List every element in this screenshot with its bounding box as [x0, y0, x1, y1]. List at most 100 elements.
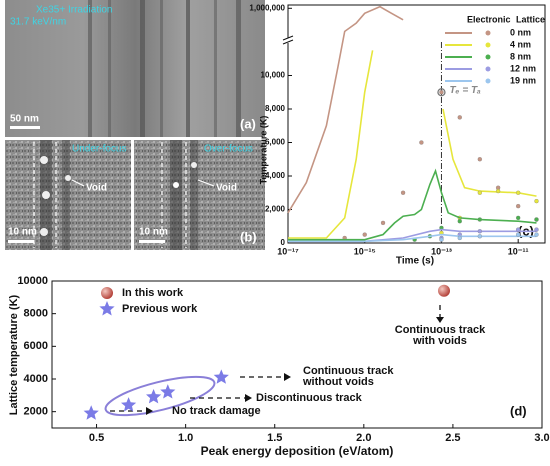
panel-label: (b)	[240, 229, 257, 244]
lattice-point	[439, 237, 444, 242]
lattice-point	[477, 229, 482, 234]
legend-label: 4 nm	[510, 39, 531, 49]
x-tick-label: 3.0	[534, 432, 549, 444]
y-tick-label: 6,000	[265, 138, 286, 147]
group-ellipse	[104, 375, 216, 417]
lattice-point	[439, 90, 444, 95]
lattice-point	[495, 188, 501, 194]
legend-label: 8 nm	[510, 51, 531, 61]
annotation: Discontinuous track	[256, 392, 363, 404]
lattice-point	[457, 235, 462, 241]
lattice-point	[362, 232, 367, 237]
lattice-point	[457, 115, 462, 120]
x-tick-label: 10⁻¹¹	[508, 246, 529, 256]
arrows	[110, 305, 441, 412]
x-axis-label: Peak energy deposition (eV/atom)	[201, 444, 394, 458]
legend-dot	[485, 66, 491, 72]
lattice-point	[516, 203, 521, 209]
lattice-point	[380, 220, 386, 226]
legend-label: Previous work	[122, 303, 198, 315]
point	[160, 384, 176, 399]
axes-frame	[51, 280, 543, 429]
y-axis-label: Lattice temperature (K)	[8, 294, 20, 415]
lattice-point	[534, 227, 539, 232]
legend-marker	[99, 301, 115, 316]
lattice-point	[534, 198, 539, 204]
scale-label: 10 nm	[139, 227, 168, 238]
axis-break	[282, 39, 294, 45]
x-tick-label: 0.5	[89, 432, 104, 444]
y-tick-label: 10,000	[261, 71, 286, 80]
lattice-point	[534, 217, 539, 222]
legend-dot	[485, 30, 491, 36]
y-tick-label: 0	[281, 238, 286, 247]
lattice-point	[400, 190, 406, 195]
panel-label: (d)	[510, 403, 527, 418]
point	[146, 389, 162, 404]
lattice-point	[477, 217, 482, 222]
lattice-point	[516, 232, 521, 237]
lattice-point	[516, 190, 521, 195]
annotation: with voids	[412, 335, 467, 347]
annotation: without voids	[302, 376, 374, 388]
electronic-line	[288, 233, 537, 243]
lattice-point	[477, 234, 482, 239]
electronic-line	[288, 168, 537, 241]
legend-dot	[485, 54, 491, 60]
label: Under-focus	[72, 144, 126, 155]
y-axis-label: Temperature (K)	[258, 116, 268, 185]
y-tick-label: 4,000	[265, 171, 286, 180]
label: Void	[86, 183, 107, 194]
panel-label: (a)	[240, 116, 256, 131]
electronic-line	[287, 5, 404, 214]
legend-label: 19 nm	[510, 75, 536, 85]
scale-label: 50 nm	[10, 114, 39, 125]
arrowheads	[146, 317, 444, 415]
y-tick-label: 2,000	[265, 205, 286, 214]
y-tick-label: 8,000	[265, 104, 286, 113]
annotation: Continuous track	[395, 324, 486, 336]
x-tick-label: 10⁻¹³	[431, 246, 452, 256]
lattice-point	[516, 227, 521, 232]
annotation: Continuous track	[303, 365, 394, 377]
legend-label: In this work	[122, 287, 184, 299]
legend-header: Lattice	[516, 14, 545, 24]
axis-break	[282, 35, 294, 41]
annotation-marker	[437, 88, 446, 97]
x-tick-label: 1.5	[267, 432, 282, 444]
y-tick-label: 10000	[17, 275, 48, 287]
lattice-point	[477, 190, 482, 195]
axis-break	[283, 38, 293, 43]
lattice-point	[457, 219, 462, 224]
legend-label: 12 nm	[510, 63, 536, 73]
y-tick-label: 6000	[24, 340, 48, 352]
x-tick-label: 10⁻¹⁵	[354, 246, 376, 256]
label: Void	[216, 183, 237, 194]
legend-header: Electronic	[467, 14, 511, 24]
legend-dot	[485, 42, 491, 48]
legend-item: Previous work	[99, 301, 198, 316]
label: 31.7 keV/nm	[10, 17, 66, 28]
annotation: Tₑ = Tₐ	[449, 85, 481, 96]
scale-label: 10 nm	[8, 227, 37, 238]
x-tick-label: 10⁻¹⁷	[277, 246, 299, 256]
x-tick-label: 1.0	[178, 432, 193, 444]
legend-item: In this work	[101, 287, 184, 299]
lattice-point	[516, 215, 521, 221]
y-tick-label: 1,000,000	[249, 3, 285, 12]
label: Over-focus	[204, 144, 253, 155]
y-tick-label: 4000	[24, 373, 48, 385]
axes-frame	[287, 4, 546, 244]
legend-dot	[485, 78, 491, 84]
point	[438, 284, 450, 297]
x-tick-label: 2.0	[356, 432, 371, 444]
point	[121, 397, 137, 412]
legend-label: 0 nm	[510, 27, 531, 37]
legend-marker	[101, 287, 113, 299]
y-tick-label: 8000	[24, 308, 48, 320]
x-tick-label: 2.5	[445, 432, 460, 444]
lattice-point	[477, 157, 482, 162]
lattice-point	[419, 140, 424, 145]
micrograph-b: Under-focus Over-focus Void Void 10 nm 1…	[5, 140, 265, 250]
